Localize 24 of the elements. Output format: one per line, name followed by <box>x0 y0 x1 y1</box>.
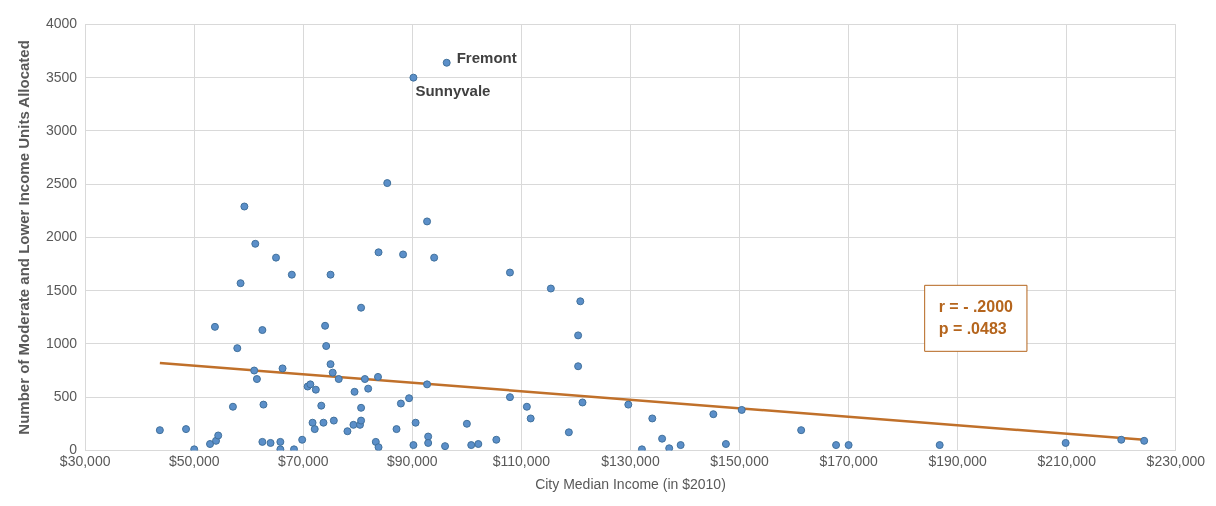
x-tick-label: $190,000 <box>928 452 988 469</box>
y-tick-label: 500 <box>53 388 78 405</box>
x-tick-label: $230,000 <box>1146 452 1206 469</box>
y-tick-label: 1500 <box>45 281 78 298</box>
annotation: r = - .2000 <box>938 297 1014 315</box>
x-tick-label: $110,000 <box>492 452 551 469</box>
x-tick-label: $170,000 <box>819 452 879 469</box>
x-tick-label: $50,000 <box>168 452 220 469</box>
annotation: Fremont <box>456 48 517 66</box>
annotation: p = .0483 <box>938 319 1007 337</box>
y-tick-label: 2000 <box>45 228 78 245</box>
x-axis-title: City Median Income (in $2010) <box>535 476 726 493</box>
y-tick-label: 3500 <box>45 68 78 85</box>
y-tick-label: 2500 <box>45 175 78 192</box>
x-tick-label: $90,000 <box>387 452 438 469</box>
y-tick-label: 4000 <box>45 15 78 32</box>
y-tick-label: 3000 <box>45 121 78 138</box>
x-tick-label: $70,000 <box>277 452 329 469</box>
x-tick-label: $150,000 <box>710 452 769 469</box>
x-tick-label: $210,000 <box>1037 452 1097 469</box>
y-tick-label: 1000 <box>45 334 78 351</box>
y-axis-title: Number of Moderate and Lower Income Units Allocated <box>15 40 33 435</box>
annotation: Sunnyvale <box>415 81 491 99</box>
x-tick-label: $130,000 <box>601 452 660 469</box>
